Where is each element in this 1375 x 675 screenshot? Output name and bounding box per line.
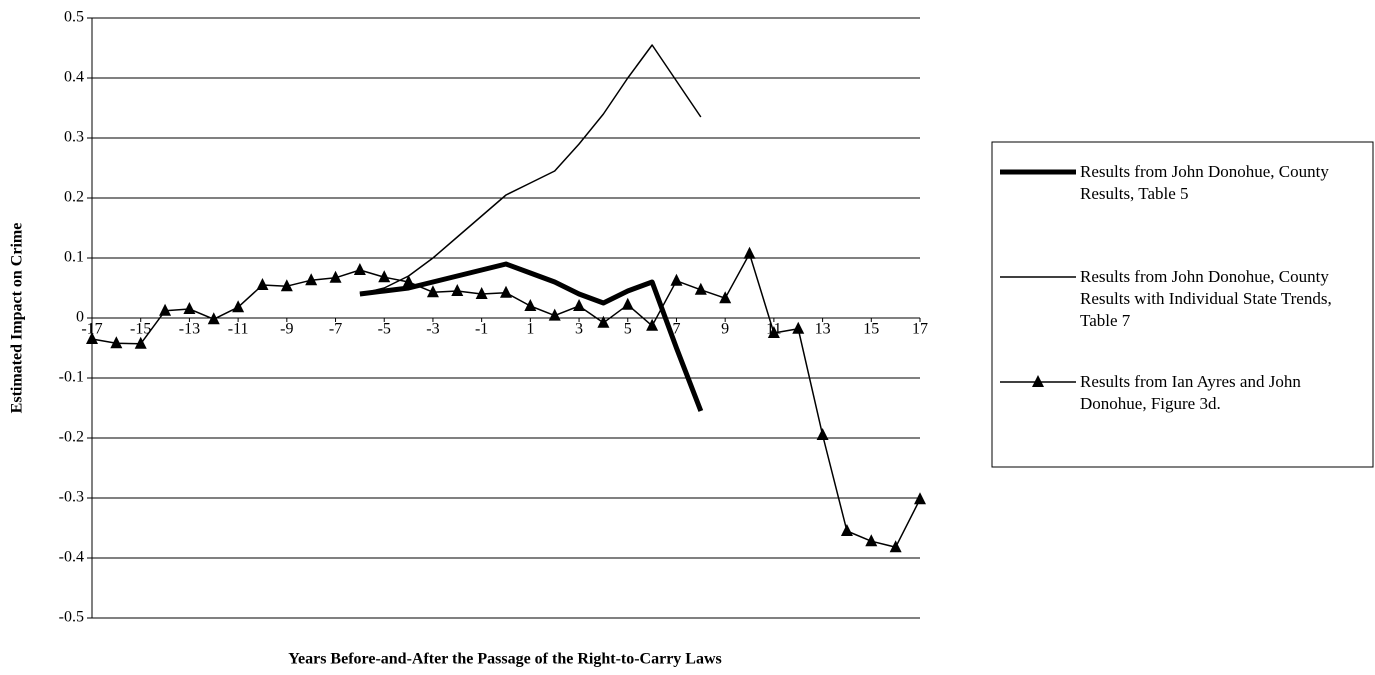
x-tick-label: 15: [863, 321, 879, 338]
y-tick-label: -0.3: [59, 489, 84, 506]
triangle-marker: [865, 534, 878, 547]
triangle-marker: [232, 300, 245, 313]
triangle-marker: [86, 332, 98, 344]
x-tick-label: 3: [575, 321, 583, 338]
triangle-marker: [524, 299, 537, 311]
triangle-marker: [426, 285, 439, 298]
x-tick-label: 9: [721, 321, 729, 338]
x-tick-label: 17: [912, 321, 928, 338]
y-tick-label: 0: [76, 309, 84, 326]
triangle-marker: [719, 291, 732, 304]
y-tick-label: -0.2: [59, 429, 84, 446]
x-axis-label: Years Before-and-After the Passage of th…: [288, 651, 722, 668]
triangle-marker: [110, 336, 123, 349]
y-tick-label: -0.5: [59, 609, 84, 626]
triangle-marker: [573, 299, 586, 311]
triangle-marker: [475, 287, 488, 299]
y-tick-label: 0.1: [64, 249, 84, 266]
triangle-marker: [183, 302, 196, 314]
triangle-marker: [889, 540, 902, 553]
x-tick-label: 5: [624, 321, 632, 338]
triangle-marker: [134, 336, 147, 349]
triangle-marker: [816, 428, 829, 440]
triangle-marker: [500, 285, 512, 298]
x-tick-label: -7: [329, 321, 342, 338]
triangle-marker: [402, 275, 415, 287]
y-tick-label: -0.1: [59, 369, 84, 386]
triangle-marker: [621, 297, 634, 310]
x-tick-label: -11: [228, 321, 249, 338]
triangle-marker: [646, 318, 659, 331]
triangle-marker: [329, 270, 342, 283]
triangle-marker: [670, 273, 683, 286]
x-tick-label: -9: [280, 321, 293, 338]
x-tick-label: 1: [526, 321, 534, 338]
triangle-marker: [914, 492, 926, 505]
triangle-marker: [378, 270, 391, 283]
triangle-marker: [743, 246, 756, 259]
y-tick-label: 0.5: [64, 9, 84, 26]
triangle-marker: [694, 282, 707, 295]
legend-marker: [1032, 375, 1044, 387]
triangle-marker: [840, 524, 853, 536]
triangle-marker: [256, 278, 269, 290]
x-tick-label: -3: [426, 321, 439, 338]
y-tick-label: 0.4: [64, 69, 84, 86]
x-tick-label: 7: [672, 321, 680, 338]
legend-label: Results from John Donohue, County Result…: [1080, 267, 1332, 330]
triangle-marker: [305, 273, 318, 286]
y-tick-label: -0.4: [59, 549, 84, 566]
triangle-marker: [451, 284, 464, 296]
y-tick-label: 0.3: [64, 129, 84, 146]
triangle-marker: [159, 303, 172, 316]
x-tick-label: -13: [179, 321, 200, 338]
y-axis-label: Estimated Impact on Crime: [9, 223, 26, 414]
x-tick-label: -5: [378, 321, 391, 338]
x-tick-label: -17: [81, 321, 102, 338]
series-line: [91, 253, 921, 548]
x-tick-label: 13: [815, 321, 831, 338]
triangle-marker: [548, 308, 561, 321]
legend-label: Results from Ian Ayres and John Donohue,…: [1080, 372, 1301, 413]
triangle-marker: [792, 321, 805, 334]
x-tick-label: -1: [475, 321, 488, 338]
y-tick-label: 0.2: [64, 189, 84, 206]
triangle-marker: [207, 312, 220, 325]
triangle-marker: [597, 315, 610, 328]
x-tick-label: -15: [130, 321, 151, 338]
series-line: [359, 44, 702, 295]
legend-label: Results from John Donohue, County Result…: [1080, 162, 1329, 203]
triangle-marker: [767, 326, 780, 338]
triangle-marker: [353, 263, 366, 275]
triangle-marker: [280, 279, 293, 292]
legend-box: [991, 141, 1374, 468]
